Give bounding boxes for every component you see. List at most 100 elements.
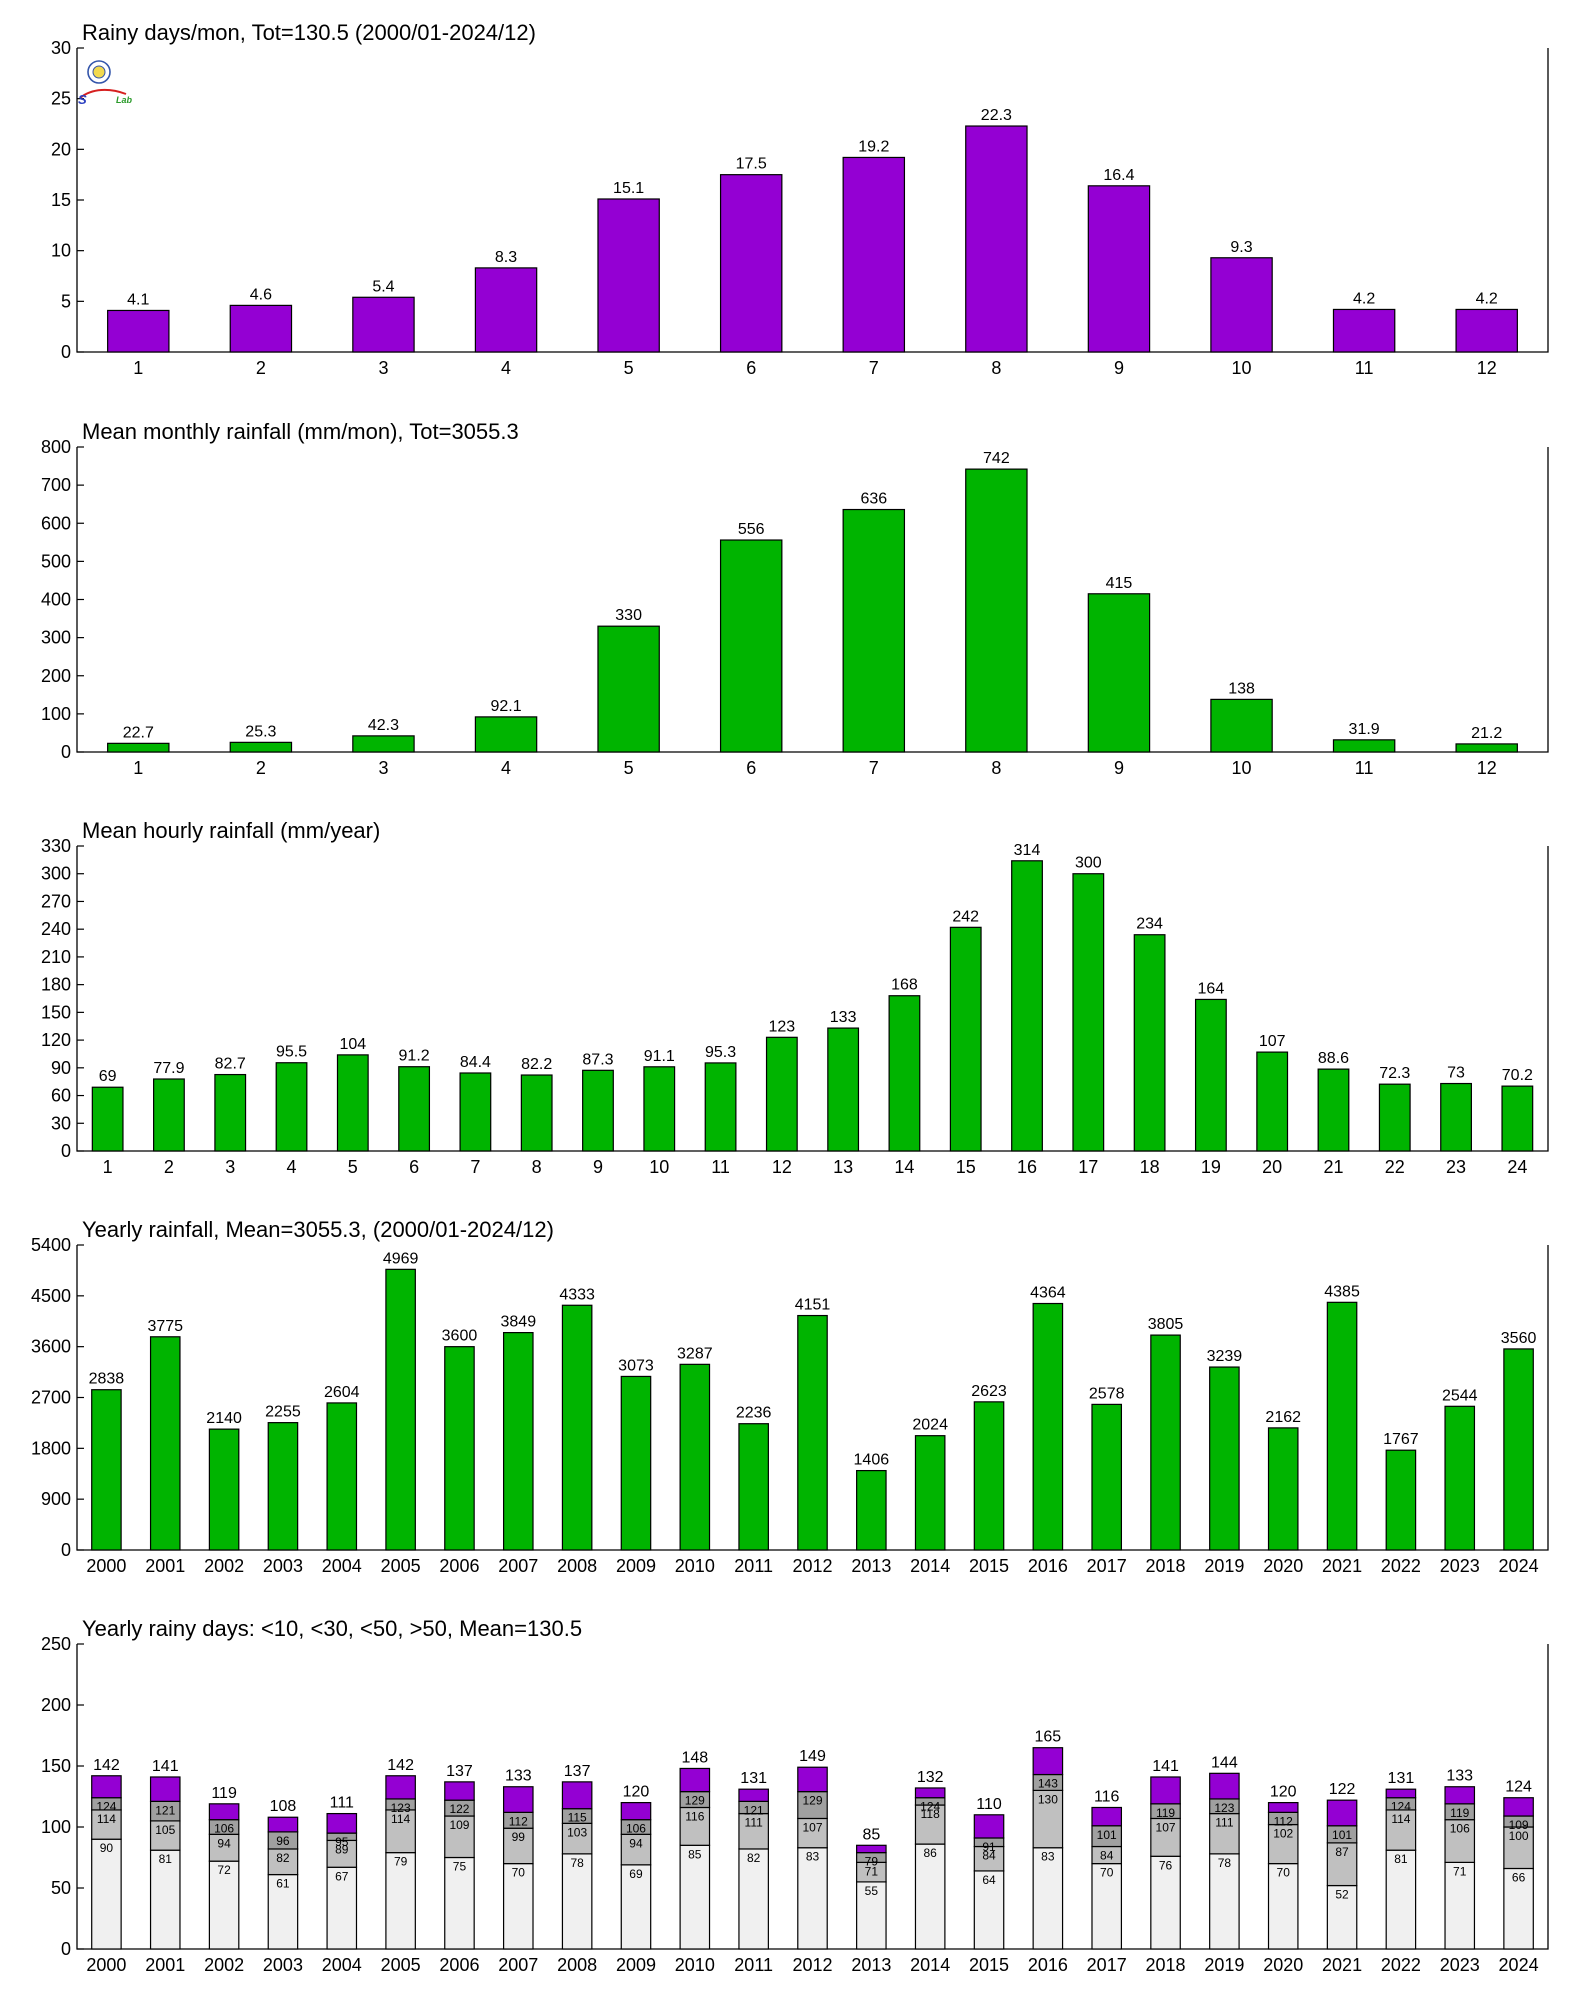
bar-value-label: 234 (1136, 916, 1163, 933)
bar (520, 1074, 553, 1152)
bar (1455, 308, 1518, 353)
bar-value-label: 742 (983, 450, 1010, 467)
stacked-bar-segment (973, 1870, 1005, 1950)
x-tick-label: 2007 (498, 1955, 538, 1975)
bar-value-label: 2140 (206, 1410, 242, 1427)
x-tick-label: 2017 (1087, 1955, 1127, 1975)
stacked-bar-segment (502, 1827, 534, 1865)
y-tick-label: 500 (41, 551, 71, 571)
bar-value-label: 123 (769, 1018, 796, 1035)
bar-value-label: 88.6 (1318, 1050, 1349, 1067)
stacked-bar-segment (1444, 1861, 1476, 1950)
x-tick-label: 2020 (1263, 1955, 1303, 1975)
x-tick-label: 2012 (792, 1556, 832, 1576)
bar-value-label: 4385 (1324, 1283, 1360, 1300)
segment-value-label: 84 (982, 1849, 996, 1863)
x-tick-label: 7 (869, 758, 879, 778)
segment-value-label: 124 (96, 1800, 116, 1814)
x-tick-label: 1 (133, 358, 143, 378)
segment-value-label: 61 (276, 1877, 290, 1891)
y-tick-label: 15 (51, 190, 71, 210)
stacked-bar-segment (856, 1844, 887, 1854)
bar-value-label: 556 (738, 521, 765, 538)
segment-value-label: 66 (1512, 1870, 1526, 1884)
x-tick-label: 2005 (381, 1955, 421, 1975)
stacked-bar-segment (1503, 1867, 1534, 1950)
segment-value-label: 79 (865, 1855, 879, 1869)
segment-value-label: 109 (449, 1818, 469, 1832)
segment-value-label: 123 (391, 1801, 411, 1815)
x-tick-label: 10 (1232, 358, 1252, 378)
bar (1455, 743, 1518, 753)
x-tick-label: 23 (1446, 1157, 1466, 1177)
y-tick-label: 60 (51, 1086, 71, 1106)
segment-value-label: 78 (1218, 1856, 1232, 1870)
bar (1256, 1051, 1289, 1152)
y-tick-label: 300 (41, 864, 71, 884)
segment-value-label: 124 (1391, 1800, 1411, 1814)
bar (153, 1078, 185, 1152)
stacked-bar-segment (620, 1833, 652, 1866)
bar-value-label: 137 (564, 1763, 591, 1780)
x-tick-label: 2 (256, 358, 266, 378)
x-tick-label: 2008 (557, 1955, 597, 1975)
segment-value-label: 72 (217, 1863, 231, 1877)
bar (842, 156, 906, 353)
bar-value-label: 22.7 (123, 724, 154, 741)
stacked-bar-segment (444, 1781, 475, 1801)
stacked-bar-segment (1091, 1806, 1123, 1827)
segment-value-label: 122 (449, 1802, 469, 1816)
segment-value-label: 111 (1215, 1816, 1234, 1830)
stacked-bar-segment (91, 1809, 122, 1840)
bar-value-label: 4151 (795, 1297, 831, 1314)
stacked-bar-segment (502, 1786, 534, 1813)
x-tick-label: 2017 (1087, 1556, 1127, 1576)
segment-value-label: 86 (924, 1846, 938, 1860)
bar (582, 1069, 614, 1152)
bar-value-label: 131 (1388, 1770, 1415, 1787)
bar-value-label: 3287 (677, 1345, 713, 1362)
bar (267, 1422, 299, 1551)
y-tick-label: 5400 (31, 1235, 71, 1255)
axis-frame (76, 48, 1549, 353)
x-tick-label: 24 (1507, 1157, 1527, 1177)
y-tick-label: 4500 (31, 1286, 71, 1306)
stacked-bar-segment (1267, 1862, 1299, 1950)
x-tick-label: 11 (1355, 758, 1374, 778)
segment-value-label: 101 (1332, 1828, 1352, 1842)
bar-value-label: 116 (1094, 1788, 1120, 1805)
segment-value-label: 115 (568, 1811, 587, 1825)
x-tick-label: 6 (409, 1157, 419, 1177)
segment-value-label: 55 (865, 1884, 879, 1898)
bar-value-label: 142 (93, 1757, 120, 1774)
bar-value-label: 31.9 (1349, 721, 1380, 738)
bar-value-label: 4.6 (250, 286, 272, 303)
bar (827, 1027, 860, 1152)
segment-value-label: 75 (453, 1860, 467, 1874)
bar-value-label: 3560 (1501, 1330, 1537, 1347)
segment-value-label: 71 (1453, 1864, 1467, 1878)
bar-value-label: 22.3 (981, 107, 1012, 124)
x-tick-label: 8 (532, 1157, 542, 1177)
bar (1210, 698, 1273, 753)
x-tick-label: 3 (225, 1157, 235, 1177)
bar (385, 1268, 416, 1551)
segment-value-label: 91 (982, 1840, 996, 1854)
x-tick-label: 2021 (1322, 1556, 1362, 1576)
segment-value-label: 78 (570, 1856, 584, 1870)
stacked-bar-segment (797, 1766, 828, 1793)
stacked-bar-segment (620, 1801, 652, 1821)
x-tick-label: 20 (1262, 1157, 1282, 1177)
x-tick-label: 2023 (1440, 1556, 1480, 1576)
bar (107, 742, 170, 753)
segment-value-label: 112 (1274, 1814, 1293, 1828)
x-tick-label: 12 (1477, 358, 1497, 378)
x-tick-label: 2022 (1381, 1955, 1421, 1975)
bar (1317, 1068, 1350, 1152)
bar (214, 1073, 247, 1152)
x-tick-label: 2005 (381, 1556, 421, 1576)
bar-value-label: 2236 (736, 1405, 772, 1422)
bar-value-label: 1767 (1383, 1431, 1419, 1448)
stacked-bar-segment (1032, 1747, 1064, 1776)
